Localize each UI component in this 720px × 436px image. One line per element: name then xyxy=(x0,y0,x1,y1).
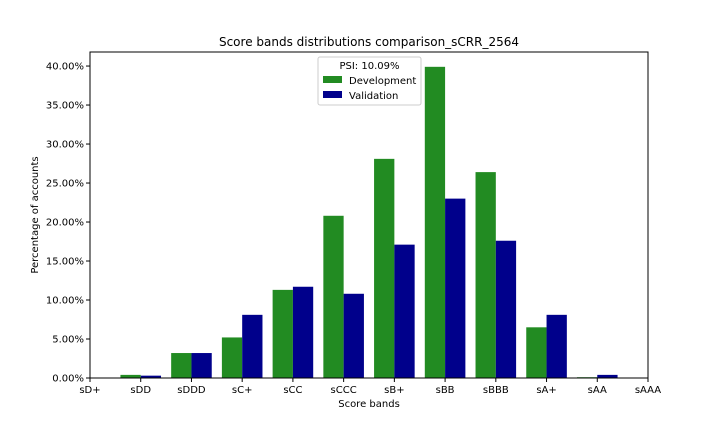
y-axis-label: Percentage of accounts xyxy=(30,156,41,273)
x-tick-label-sCCC: sCCC xyxy=(331,385,357,396)
y-tick-label: 20.00% xyxy=(46,218,84,229)
x-tick-label-sAAA: sAAA xyxy=(635,385,661,396)
bars-group xyxy=(120,66,618,378)
y-axis: 0.00% 5.00% 10.00% 15.00% 20.00% 25.00% 30.00%… xyxy=(46,62,90,385)
x-tick-label-sC+: sC+ xyxy=(232,385,253,396)
x-tick-label-sCC: sCC xyxy=(283,385,302,396)
bar-validation-sC+ xyxy=(242,314,263,378)
x-tick-label-sBBB: sBBB xyxy=(483,385,509,396)
x-axis: sD+ sDD sDDD sC+ sCC sCCC sB+ sBB sBBB sA+ sAA sAAA xyxy=(79,378,661,396)
x-tick-label-sA+: sA+ xyxy=(536,385,556,396)
x-tick-label-sDD: sDD xyxy=(130,385,151,396)
bar-validation-sBB xyxy=(445,198,466,378)
bar-development-sC+ xyxy=(221,337,243,378)
plot-frame xyxy=(89,51,649,379)
legend-label-development: Development xyxy=(349,76,416,87)
x-tick-label-sDDD: sDDD xyxy=(177,385,206,396)
bar-development-sB+ xyxy=(374,158,395,378)
bar-development-sCC xyxy=(272,289,293,378)
bar-validation-sAA xyxy=(597,374,618,378)
legend-title: PSI: 10.09% xyxy=(339,61,399,72)
x-tick-label-sBB: sBB xyxy=(436,385,455,396)
bar-validation-sBBB xyxy=(495,240,517,378)
y-tick-label: 0.00% xyxy=(52,374,84,385)
bar-development-sBB xyxy=(424,66,446,378)
y-tick-label: 10.00% xyxy=(46,296,84,307)
bar-development-sA+ xyxy=(526,327,547,378)
x-tick-label-sAA: sAA xyxy=(588,385,607,396)
y-tick-label: 15.00% xyxy=(46,257,84,268)
y-tick-label: 40.00% xyxy=(46,62,84,73)
legend-swatch-validation xyxy=(323,91,342,98)
bar-validation-sDD xyxy=(140,375,162,378)
x-tick-label-sB+: sB+ xyxy=(384,385,404,396)
legend: PSI: 10.09% Development Validation xyxy=(317,56,422,106)
y-tick-label: 25.00% xyxy=(46,179,84,190)
bar-validation-sCCC xyxy=(343,293,364,378)
bar-development-sBBB xyxy=(475,172,496,378)
chart-title: Score bands distributions comparison_sCR… xyxy=(219,35,519,49)
x-tick-label-sD+: sD+ xyxy=(79,385,100,396)
y-tick-label: 30.00% xyxy=(46,140,84,151)
bar-development-sCCC xyxy=(323,215,344,378)
bar-development-sDD xyxy=(120,374,141,378)
legend-label-validation: Validation xyxy=(349,91,398,102)
y-tick-label: 35.00% xyxy=(46,101,84,112)
bar-development-sDDD xyxy=(171,353,192,378)
legend-box xyxy=(317,56,422,106)
bar-validation-sDDD xyxy=(191,353,212,378)
legend-swatch-development xyxy=(323,76,342,83)
bar-validation-sCC xyxy=(292,286,314,378)
y-tick-label: 5.00% xyxy=(52,335,84,346)
bar-validation-sA+ xyxy=(546,314,567,378)
x-axis-label: Score bands xyxy=(338,399,400,410)
bar-validation-sB+ xyxy=(394,244,415,378)
